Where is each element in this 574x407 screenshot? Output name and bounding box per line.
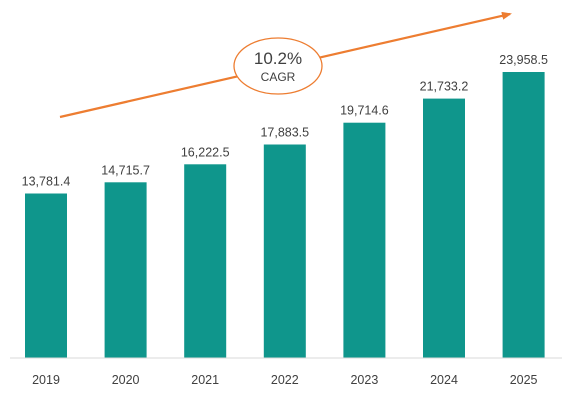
bar-2023 bbox=[343, 122, 386, 358]
bar-2025 bbox=[502, 72, 545, 358]
bar-2022 bbox=[263, 144, 306, 358]
tick-labels-layer: 2019 2020 2021 2022 2023 2024 2025 bbox=[32, 373, 537, 387]
x-tick-label-2022: 2022 bbox=[271, 373, 299, 387]
bar-2019 bbox=[25, 193, 67, 358]
cagr-label: CAGR bbox=[261, 70, 296, 84]
bar-2020 bbox=[104, 182, 147, 358]
value-label-2021: 16,222.5 bbox=[181, 145, 230, 159]
x-tick-label-2023: 2023 bbox=[350, 373, 378, 387]
value-label-2020: 14,715.7 bbox=[101, 163, 150, 177]
x-tick-label-2024: 2024 bbox=[430, 373, 458, 387]
cagr-value: 10.2% bbox=[254, 49, 302, 68]
value-labels-layer: 13,781.4 14,715.7 16,222.5 17,883.5 19,714.6… bbox=[22, 53, 548, 189]
value-label-2025: 23,958.5 bbox=[499, 53, 548, 67]
bar-2024 bbox=[423, 98, 465, 358]
value-label-2022: 17,883.5 bbox=[260, 126, 309, 140]
x-tick-label-2019: 2019 bbox=[32, 373, 60, 387]
bar-2021 bbox=[184, 164, 227, 358]
value-label-2023: 19,714.6 bbox=[340, 104, 389, 118]
value-label-2019: 13,781.4 bbox=[22, 175, 71, 189]
cagr-ellipse bbox=[233, 37, 323, 95]
bars-layer bbox=[25, 72, 545, 358]
value-label-2024: 21,733.2 bbox=[420, 80, 469, 94]
x-tick-label-2025: 2025 bbox=[510, 373, 538, 387]
x-tick-label-2020: 2020 bbox=[112, 373, 140, 387]
x-tick-label-2021: 2021 bbox=[191, 373, 219, 387]
